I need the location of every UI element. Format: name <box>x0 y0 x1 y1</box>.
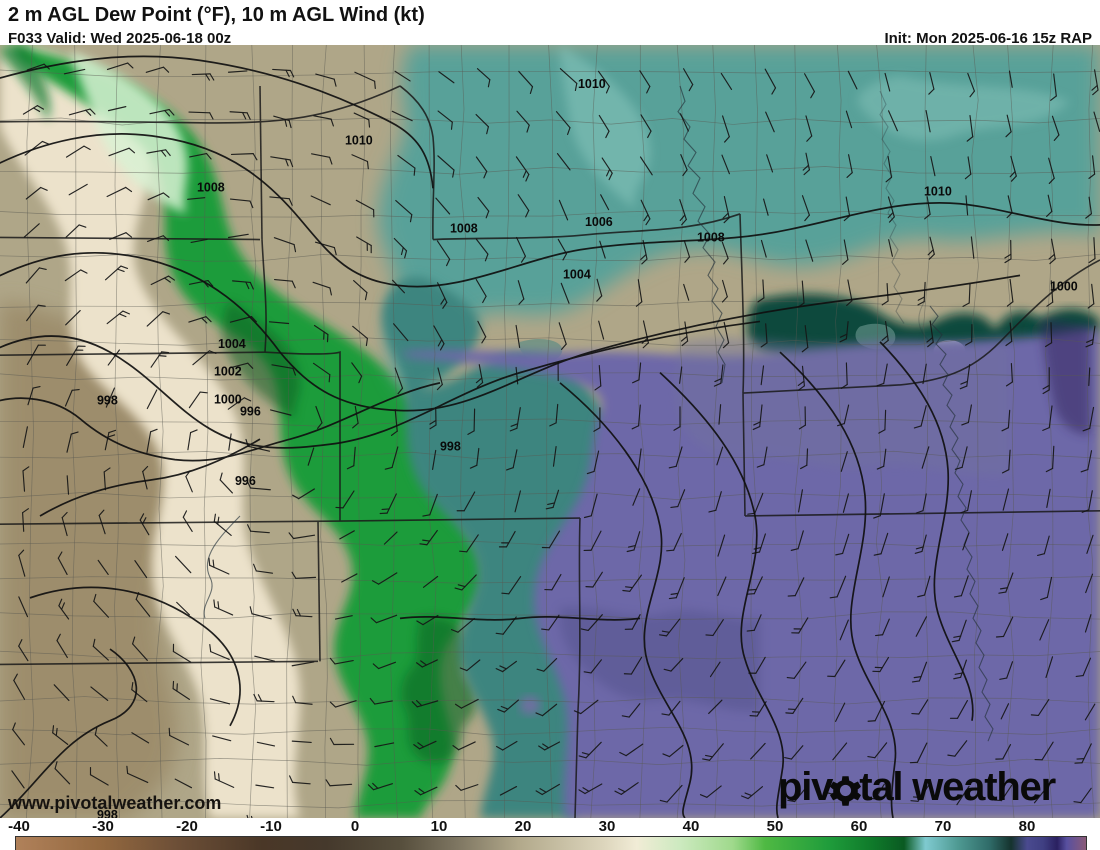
svg-text:1008: 1008 <box>450 221 478 235</box>
svg-text:1000: 1000 <box>214 392 242 406</box>
svg-text:996: 996 <box>240 405 261 419</box>
svg-text:1000: 1000 <box>1050 280 1078 294</box>
svg-text:1010: 1010 <box>578 77 606 91</box>
svg-text:998: 998 <box>440 439 461 453</box>
svg-text:1008: 1008 <box>197 180 225 194</box>
svg-text:1004: 1004 <box>563 267 591 281</box>
svg-text:1008: 1008 <box>697 230 725 244</box>
svg-text:1006: 1006 <box>585 215 613 229</box>
svg-text:1004: 1004 <box>218 337 246 351</box>
svg-text:1002: 1002 <box>214 365 242 379</box>
svg-text:996: 996 <box>235 474 256 488</box>
svg-text:1010: 1010 <box>924 184 952 198</box>
svg-text:1010: 1010 <box>345 133 373 147</box>
svg-text:998: 998 <box>97 393 118 407</box>
